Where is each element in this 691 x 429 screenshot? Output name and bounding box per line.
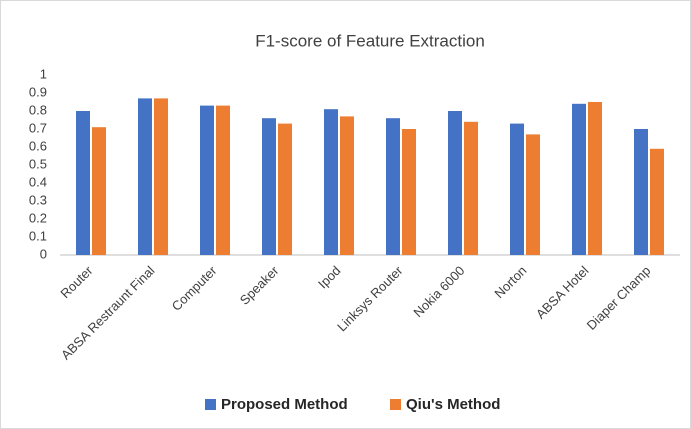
bar <box>634 129 648 255</box>
bar <box>154 98 168 256</box>
bar <box>572 103 586 255</box>
y-tick-label: 0.1 <box>29 228 47 243</box>
chart-title: F1-score of Feature Extraction <box>255 31 485 50</box>
bar <box>526 134 540 255</box>
bar <box>448 111 462 255</box>
y-tick-label: 0.2 <box>29 210 47 225</box>
bar <box>200 105 214 255</box>
bar <box>510 123 524 255</box>
bar <box>464 121 478 255</box>
bar <box>588 102 602 255</box>
y-tick-label: 0.5 <box>29 156 47 171</box>
bar <box>402 129 416 255</box>
bar <box>278 123 292 255</box>
bar <box>76 111 90 255</box>
y-tick-label: 0.6 <box>29 138 47 153</box>
bar <box>92 127 106 255</box>
bar <box>386 118 400 255</box>
y-tick-label: 0.7 <box>29 120 47 135</box>
y-tick-label: 0.4 <box>29 174 47 189</box>
legend-swatch <box>390 399 401 410</box>
y-tick-label: 0.3 <box>29 192 47 207</box>
bar <box>324 109 338 255</box>
legend-label: Qiu's Method <box>406 396 500 413</box>
bar <box>262 118 276 255</box>
y-tick-label: 0.9 <box>29 84 47 99</box>
bar <box>216 105 230 255</box>
y-tick-label: 0.8 <box>29 102 47 117</box>
legend-swatch <box>205 399 216 410</box>
bar <box>650 148 664 255</box>
legend: Proposed Method Qiu's Method <box>205 396 500 413</box>
bar <box>138 98 152 256</box>
bar <box>340 116 354 256</box>
legend-label: Proposed Method <box>221 396 348 413</box>
y-tick-label: 0 <box>40 246 47 261</box>
y-tick-label: 1 <box>40 66 47 81</box>
